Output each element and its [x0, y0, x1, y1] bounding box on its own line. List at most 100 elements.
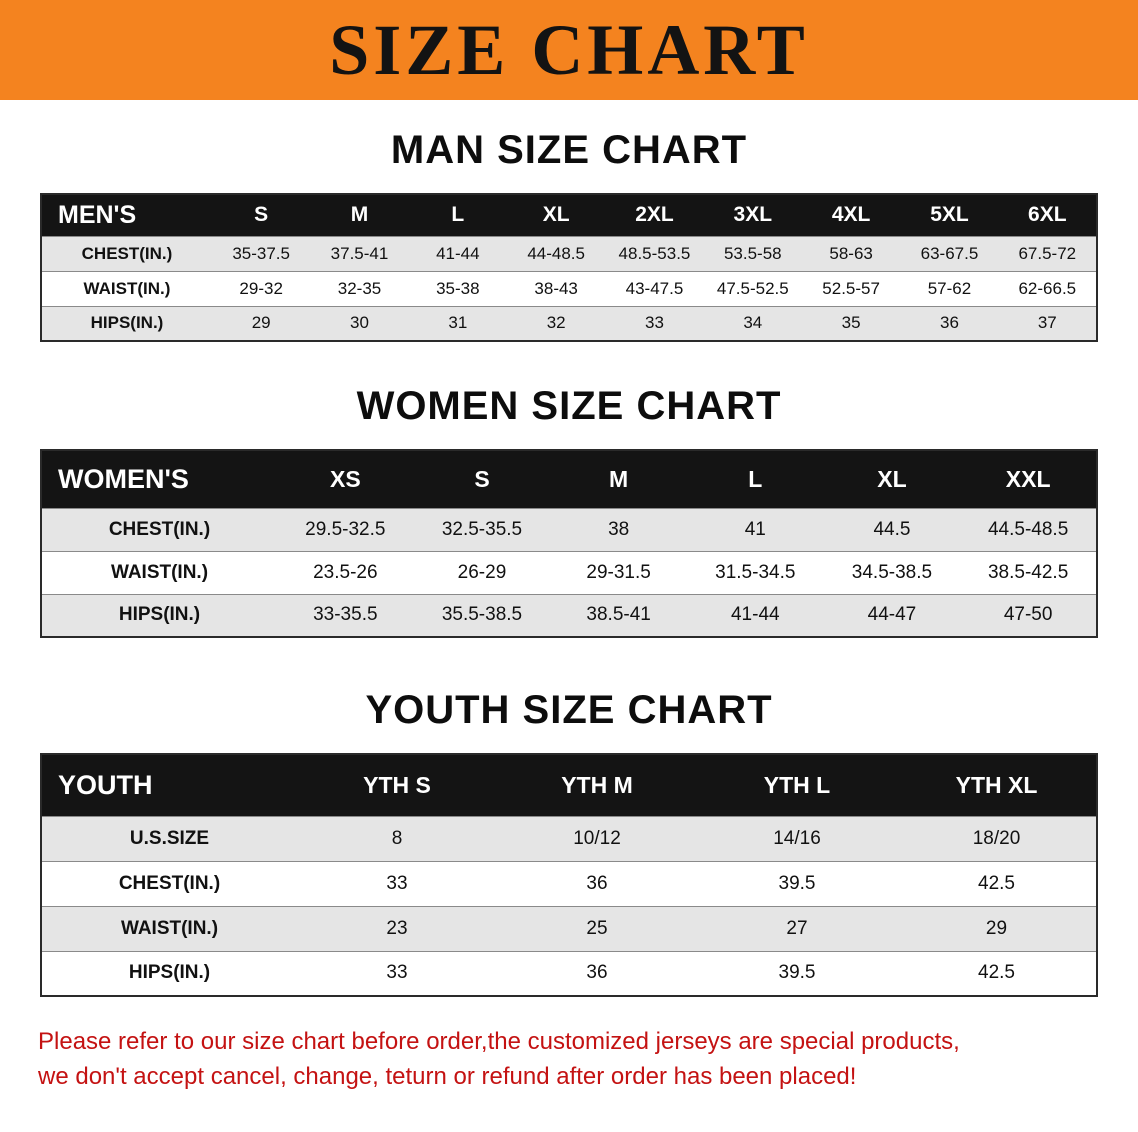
size-value: 35-37.5: [232, 243, 290, 263]
size-value: 29: [985, 917, 1008, 939]
size-value: 32: [546, 313, 566, 333]
men-size-column-header: L: [451, 203, 465, 227]
men-size-column-header: 4XL: [831, 203, 871, 227]
women-table-row: WAIST(IN.) 23.5-26 26-29 29-31.5 31.5-34.5 34…: [41, 551, 1097, 594]
youth-size-column-header: YTH M: [561, 771, 633, 798]
size-value: 52.5-57: [822, 278, 880, 298]
men-size-section: MAN SIZE CHART MEN'S S M L XL 2XL 3XL 4XL 5XL 6XL…: [0, 128, 1138, 342]
row-label: HIPS(IN.): [90, 313, 164, 333]
size-value: 47.5-52.5: [716, 278, 789, 298]
row-label: CHEST(IN.): [81, 243, 173, 263]
women-header-row: WOMEN'S XS S M L XL XXL: [41, 450, 1097, 508]
men-table-row: HIPS(IN.) 29 30 31 32 33 34 35 36 37: [41, 306, 1097, 341]
size-value: 29-32: [239, 278, 283, 298]
size-value: 42.5: [978, 872, 1015, 894]
size-value: 47-50: [1003, 604, 1053, 626]
size-value: 38: [608, 518, 630, 540]
youth-header-row: YOUTH YTH S YTH M YTH L YTH XL: [41, 754, 1097, 816]
size-value: 44.5-48.5: [987, 518, 1069, 540]
order-notice: Please refer to our size chart before or…: [0, 1025, 1138, 1115]
size-value: 62-66.5: [1018, 278, 1077, 298]
women-size-column-header: XXL: [1005, 465, 1051, 492]
row-label: CHEST(IN.): [118, 872, 221, 894]
youth-table-row: U.S.SIZE 8 10/12 14/16 18/20: [41, 816, 1097, 861]
size-value: 36: [940, 313, 959, 333]
size-value: 38-43: [534, 278, 578, 298]
size-value: 48.5-53.5: [618, 243, 691, 263]
size-value: 41-44: [730, 604, 780, 626]
men-table-head: MEN'S S M L XL 2XL 3XL 4XL 5XL 6XL: [41, 194, 1097, 236]
size-value: 44-48.5: [527, 243, 585, 263]
youth-size-section: YOUTH SIZE CHART YOUTH YTH S YTH M YTH L YTH…: [0, 688, 1138, 997]
youth-size-table: YOUTH YTH S YTH M YTH L YTH XL U.S.SIZE 8 10/1…: [40, 753, 1098, 997]
size-value: 41: [744, 518, 766, 540]
women-section-heading: WOMEN SIZE CHART: [356, 384, 782, 428]
size-value: 34: [743, 313, 763, 333]
size-value: 38.5-41: [586, 604, 651, 626]
size-value: 31.5-34.5: [715, 561, 796, 583]
youth-size-column-header: YTH L: [763, 771, 831, 798]
size-value: 57-62: [927, 278, 972, 298]
size-value: 43-47.5: [625, 278, 684, 298]
size-value: 33: [645, 313, 664, 333]
youth-table-row: CHEST(IN.) 33 36 39.5 42.5: [41, 861, 1097, 906]
youth-table-row: HIPS(IN.) 33 36 39.5 42.5: [41, 951, 1097, 996]
women-table-head: WOMEN'S XS S M L XL XXL: [41, 450, 1097, 508]
size-value: 18/20: [972, 827, 1021, 849]
size-value: 26-29: [457, 561, 507, 583]
men-table-row: WAIST(IN.) 29-32 32-35 35-38 38-43 43-47.5 47.…: [41, 271, 1097, 306]
size-value: 36: [586, 872, 608, 894]
size-value: 53.5-58: [723, 243, 782, 263]
size-value: 32-35: [337, 278, 382, 298]
youth-size-column-header: YTH S: [363, 771, 431, 798]
size-value: 35-38: [436, 278, 480, 298]
women-size-column-header: S: [474, 465, 490, 492]
women-size-section: WOMEN SIZE CHART WOMEN'S XS S M L XL XXL CHEST…: [0, 384, 1138, 638]
size-value: 31: [448, 313, 468, 333]
size-value: 35: [841, 313, 861, 333]
youth-section-heading: YOUTH SIZE CHART: [365, 688, 773, 732]
men-size-column-header: 2XL: [635, 203, 674, 227]
women-size-column-header: XL: [877, 465, 907, 492]
men-table-row: CHEST(IN.) 35-37.5 37.5-41 41-44 44-48.5 48.5…: [41, 236, 1097, 271]
size-value: 14/16: [773, 827, 821, 849]
size-value: 63-67.5: [920, 243, 979, 263]
youth-table-head: YOUTH YTH S YTH M YTH L YTH XL: [41, 754, 1097, 816]
size-value: 29: [251, 313, 271, 333]
size-value: 42.5: [978, 962, 1015, 984]
row-label: HIPS(IN.): [118, 604, 201, 626]
size-value: 44-47: [867, 604, 917, 626]
size-value: 39.5: [778, 962, 816, 984]
size-value: 33-35.5: [313, 604, 378, 626]
row-label: U.S.SIZE: [129, 827, 210, 849]
women-table-row: HIPS(IN.) 33-35.5 35.5-38.5 38.5-41 41-44 44-…: [41, 594, 1097, 637]
women-table-title: WOMEN'S: [58, 463, 189, 494]
size-value: 23.5-26: [313, 561, 378, 583]
size-value: 37.5-41: [330, 243, 389, 263]
row-label: CHEST(IN.): [108, 518, 211, 540]
men-header-row: MEN'S S M L XL 2XL 3XL 4XL 5XL 6XL: [41, 194, 1097, 236]
row-label: WAIST(IN.): [120, 917, 219, 939]
men-size-column-header: M: [350, 203, 369, 227]
youth-table-body: U.S.SIZE 8 10/12 14/16 18/20 CHEST(IN.) 33 36 39…: [41, 816, 1097, 996]
size-value: 29-31.5: [586, 561, 651, 583]
size-value: 25: [586, 917, 608, 939]
notice-line-2: we don't accept cancel, change, teturn o…: [38, 1062, 857, 1090]
row-label: HIPS(IN.): [128, 962, 211, 984]
size-value: 37: [1037, 313, 1057, 333]
size-value: 38.5-42.5: [987, 561, 1069, 583]
size-value: 41-44: [436, 243, 480, 263]
women-size-column-header: XS: [329, 465, 361, 492]
size-value: 8: [391, 827, 403, 849]
size-value: 29.5-32.5: [305, 518, 386, 540]
size-value: 67.5-72: [1018, 243, 1077, 263]
page-title: SIZE CHART: [329, 9, 809, 90]
youth-table-title: YOUTH: [58, 769, 153, 800]
women-size-table: WOMEN'S XS S M L XL XXL CHEST(IN.) 29.5-32.5 32.…: [40, 449, 1098, 638]
row-label: WAIST(IN.): [83, 278, 171, 298]
youth-size-column-header: YTH XL: [955, 771, 1038, 798]
women-table-row: CHEST(IN.) 29.5-32.5 32.5-35.5 38 41 44.5 44.5…: [41, 508, 1097, 551]
size-value: 44.5: [873, 518, 911, 540]
men-size-column-header: XL: [542, 203, 570, 227]
